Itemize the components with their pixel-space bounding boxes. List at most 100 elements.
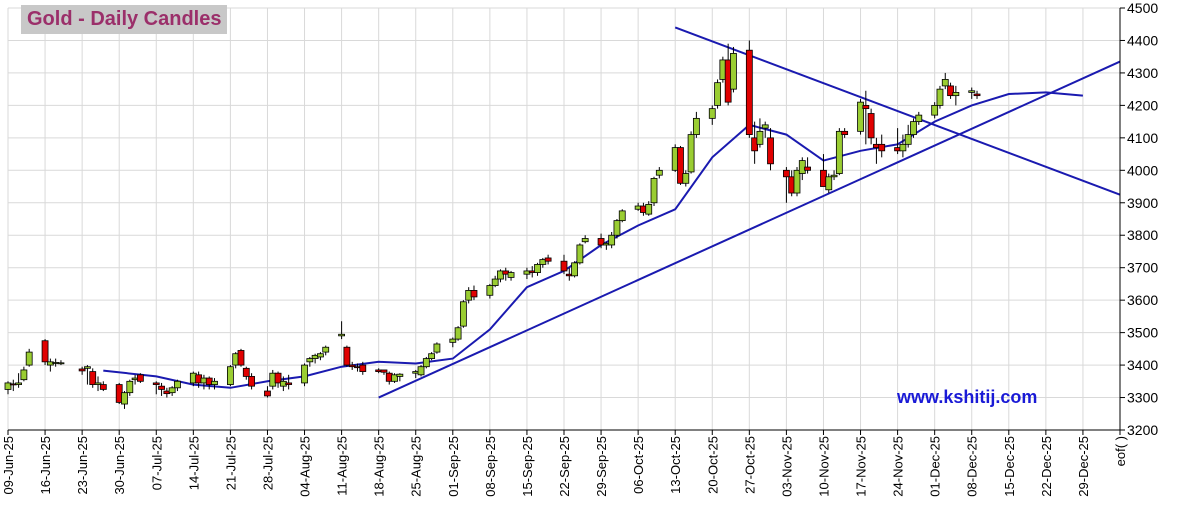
candle-body-up [57, 362, 65, 365]
candle-body-up [655, 169, 663, 176]
candle [539, 257, 547, 268]
candle [158, 382, 165, 396]
candle [862, 90, 870, 145]
candle [152, 381, 160, 395]
candle [20, 366, 28, 382]
candle [242, 366, 250, 380]
candle [89, 368, 97, 388]
candle [804, 157, 811, 174]
candle-body-up [449, 338, 457, 343]
candle-body-down [348, 364, 356, 368]
candle [941, 72, 949, 90]
x-tick-label: 08-Sep-25 [483, 436, 498, 497]
candle [904, 124, 912, 148]
candle-body-up [126, 380, 134, 394]
candle [338, 321, 346, 340]
candle-body-up [618, 210, 626, 222]
candles [4, 40, 981, 409]
candle-body-down [878, 143, 886, 152]
candle [867, 108, 875, 145]
candle [322, 345, 330, 356]
candle-body-down [274, 372, 282, 384]
candle [745, 40, 753, 138]
candle-body-down [560, 260, 568, 272]
candle [645, 201, 653, 216]
y-tick-label: 3900 [1127, 195, 1158, 211]
candle [857, 98, 864, 135]
candle-body-up [486, 285, 494, 296]
candle [15, 373, 22, 388]
candle-body-up [94, 382, 102, 385]
candle [237, 348, 245, 367]
y-tick-label: 3400 [1127, 357, 1158, 373]
x-tick-label: 15-Sep-25 [520, 436, 535, 497]
candle-body-up [417, 366, 425, 376]
candle-body-up [692, 117, 700, 136]
candle-body-up [84, 366, 91, 369]
grid-lines [7, 7, 1121, 431]
x-tick-label: 01-Sep-25 [446, 436, 461, 497]
candle-body-up [857, 101, 864, 132]
candle-body-up [317, 353, 324, 358]
candle [422, 356, 430, 369]
x-tick-label: 21-Jul-25 [223, 436, 238, 490]
x-tick-label: 29-Dec-25 [1076, 436, 1091, 497]
candle-body-up [454, 327, 462, 340]
candle-body-down [285, 382, 293, 385]
candle-body-up [910, 121, 917, 136]
candle [973, 90, 981, 99]
candle [380, 369, 388, 375]
candle [25, 348, 33, 367]
candle [136, 373, 144, 383]
candle-body-up [899, 143, 907, 152]
candle [396, 373, 404, 382]
y-tick-label: 4100 [1127, 130, 1158, 146]
candle-body-down [89, 371, 97, 385]
candle [449, 337, 457, 348]
candle-body-up [968, 90, 976, 93]
candle-body-down [343, 346, 351, 366]
candle [317, 352, 324, 361]
candle [248, 373, 255, 390]
x-tick-label: 23-Jun-25 [75, 436, 90, 495]
x-tick-label: 22-Dec-25 [1039, 436, 1054, 497]
candle-body-down [947, 85, 954, 97]
candle-body-down [597, 238, 605, 246]
candle [730, 46, 737, 93]
candle-body-up [338, 333, 346, 337]
y-tick-label: 4500 [1127, 0, 1158, 16]
x-tick-label: 16-Jun-25 [38, 436, 53, 495]
candle-body-up [608, 234, 616, 246]
candle [608, 231, 616, 249]
candle [301, 363, 308, 387]
candle [936, 85, 944, 109]
candle [613, 219, 621, 239]
candle-body-up [306, 358, 314, 363]
candle [841, 128, 849, 138]
y-tick-label: 4200 [1127, 97, 1158, 113]
candle [878, 134, 886, 158]
candle-body-up [576, 244, 584, 264]
candle-body-up [4, 382, 12, 390]
candle-body-up [507, 272, 515, 278]
candle [830, 170, 838, 181]
candle-body-up [168, 387, 176, 394]
candle-body-up [25, 351, 33, 366]
y-tick-label: 3500 [1127, 325, 1158, 341]
candle-body-up [650, 178, 658, 204]
candle-body-up [613, 220, 621, 236]
candle [41, 339, 49, 366]
candle-body-down [677, 147, 684, 184]
candle-body-up [941, 79, 949, 87]
candle [650, 176, 658, 207]
candle-body-up [391, 374, 398, 382]
candle-body-up [682, 173, 690, 184]
x-tick-label: 29-Sep-25 [594, 436, 609, 497]
x-tick-label: 06-Oct-25 [631, 436, 646, 494]
candle-body-down [745, 49, 753, 136]
candle-body-up [174, 380, 181, 389]
candle-body-up [756, 130, 764, 145]
x-tick-label: 30-Jun-25 [112, 436, 127, 495]
x-tick-label: 17-Nov-25 [854, 436, 869, 497]
candle [57, 360, 65, 366]
